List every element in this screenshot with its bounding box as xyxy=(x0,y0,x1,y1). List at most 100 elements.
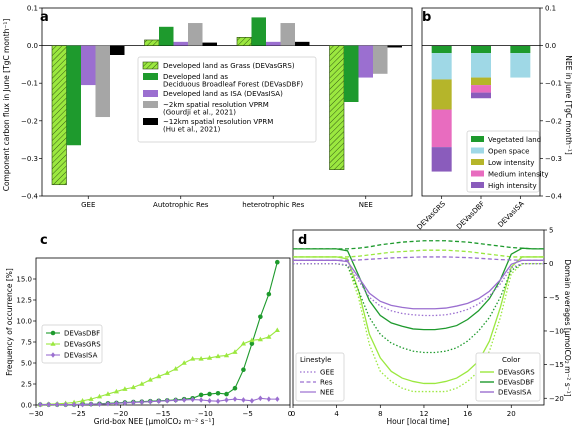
panel-d-series-line xyxy=(293,240,544,250)
panel-a-ytick-label: −0.3 xyxy=(21,155,38,163)
panel-a-legend: Developed land as Grass (DEVasGRS) Develo… xyxy=(137,56,317,143)
panel-b-legend-label: Vegetated land xyxy=(488,136,541,144)
panel-d-ytick-label: −20 xyxy=(549,395,564,403)
panel-b-letter: b xyxy=(422,10,431,25)
panel-a-xtick-label: GEE xyxy=(81,201,95,209)
panel-c-point xyxy=(164,370,170,375)
panel-d-series-line xyxy=(293,249,544,258)
panel-d-ytick-label: −10 xyxy=(549,327,564,335)
panel-a-legend-swatch xyxy=(143,90,158,97)
panel-c: Frequency of occurrence [%] Grid-box NEE… xyxy=(5,233,292,426)
panel-c-ytick-label: 12.5 xyxy=(16,297,32,305)
panel-b-bar-segment xyxy=(510,45,531,54)
panel-c-point xyxy=(232,349,238,354)
panel-c-point xyxy=(224,391,229,397)
panel-c-ytick-label: 0.0 xyxy=(21,402,32,410)
panel-a-bar xyxy=(51,45,67,186)
panel-c-point xyxy=(131,399,136,406)
panel-c-point xyxy=(241,367,246,373)
panel-b-ytick-label: 0.0 xyxy=(545,42,556,50)
panel-a-legend-label: Developed land as Grass (DEVasGRS) xyxy=(163,62,295,70)
panel-c-point xyxy=(224,397,229,403)
panel-d-legend: Linestyle GEE Res NEE Color DEVasGRS DEVasDBF D… xyxy=(295,352,541,402)
panel-b-legend-label: Low intensity xyxy=(488,159,534,167)
panel-c-legend-label: DEVasDBF xyxy=(64,330,100,338)
panel-c-point xyxy=(38,401,43,408)
panel-b-legend: Vegetated land Open space Low intensity Med… xyxy=(466,130,549,193)
panel-c-point xyxy=(274,327,280,333)
panel-b-plot: −0.4 −0.3 −0.2 −0.1 0.0 0.1 DEVasGRS DEVasDBF DE… xyxy=(415,5,562,232)
panel-c-point xyxy=(63,401,68,408)
panel-c-ylabel: Frequency of occurrence [%] xyxy=(5,268,14,376)
panel-d-series-line xyxy=(293,263,544,354)
panel-c-ytick-label: 5.0 xyxy=(21,360,32,368)
panel-a-legend-swatch xyxy=(143,101,158,108)
panel-c-legend-label: DEVasGRS xyxy=(64,341,101,349)
panel-c-point xyxy=(139,381,145,386)
panel-d: Domain averages [μmolCO₂ m⁻² s⁻¹] Hour [… xyxy=(291,227,572,427)
panel-d-color-legend-title: Color xyxy=(502,356,520,364)
panel-c-point xyxy=(114,400,119,407)
panel-a-xtick-label: NEE xyxy=(359,201,373,209)
panel-a-legend-swatch xyxy=(143,118,158,125)
panel-a-bar xyxy=(81,45,96,86)
panel-a-bar xyxy=(344,45,359,102)
panel-c-xtick-label: 0 xyxy=(288,410,292,418)
panel-d-ytick-label: −15 xyxy=(549,361,564,369)
panel-a: Component carbon flux in June [TgC month… xyxy=(2,5,413,209)
panel-d-ytick-label: −5 xyxy=(549,294,559,302)
panel-c-point xyxy=(122,400,128,406)
panel-c-point xyxy=(139,399,145,405)
panel-d-xtick-label: 4 xyxy=(334,410,339,418)
panel-c-point xyxy=(258,395,263,402)
panel-b-xtick-label: DEVasISA xyxy=(496,200,525,229)
panel-b-bar-segment xyxy=(431,79,452,110)
panel-b-legend-label: Medium intensity xyxy=(488,171,549,179)
panel-b-bar-segment xyxy=(431,109,452,148)
panel-c-xtick-label: −25 xyxy=(71,410,86,418)
panel-c-legend-marker xyxy=(50,330,56,336)
panel-b-bar-segment xyxy=(471,45,491,54)
panel-c-point xyxy=(148,398,153,405)
panel-c-point xyxy=(207,391,212,397)
panel-c-point xyxy=(173,366,179,371)
panel-a-legend-label: Developed land as ISA (DEVasISA) xyxy=(163,90,283,98)
panel-c-point xyxy=(258,314,263,320)
panel-a-xtick-label: heterotrophic Res xyxy=(242,201,304,209)
panel-d-linestyle-legend-label: GEE xyxy=(320,369,334,377)
panel-a-frame xyxy=(41,7,413,197)
panel-c-xtick-label: −5 xyxy=(243,410,253,418)
panel-a-legend-swatch xyxy=(142,61,159,70)
panel-d-linestyle-legend-label: Res xyxy=(320,379,333,387)
panel-d-plot: 0 4 8 12 16 20 −20 −15 −10 −5 0 5 xyxy=(291,227,564,419)
panel-c-point xyxy=(223,352,230,358)
panel-b-legend-swatch xyxy=(471,147,484,154)
panel-a-bar xyxy=(95,45,110,118)
panel-a-letter: a xyxy=(40,10,49,25)
panel-d-xtick-label: 12 xyxy=(419,410,428,418)
panel-d-xlabel: Hour [local time] xyxy=(386,417,449,426)
panel-c-xtick-label: −15 xyxy=(156,410,171,418)
panel-b-legend-swatch xyxy=(471,136,484,142)
panel-c-point xyxy=(190,356,196,361)
panel-b-ylabel: NEE in June [TgC month⁻¹] xyxy=(564,55,573,155)
panel-c-point xyxy=(79,398,86,403)
panel-a-legend-label: Developed land as xyxy=(163,73,228,81)
panel-c-point xyxy=(198,356,204,361)
panel-d-series-line xyxy=(293,259,544,310)
panel-c-point xyxy=(181,360,187,365)
panel-c-legend-box xyxy=(41,324,103,364)
panel-b-xtick-label: DEVasDBF xyxy=(455,200,486,231)
panel-b-legend-label: High intensity xyxy=(488,182,537,190)
panel-c-point xyxy=(232,385,238,391)
panel-c-letter: c xyxy=(40,233,48,248)
panel-b-xtick-label: DEVasGRS xyxy=(415,199,447,231)
panel-a-bar xyxy=(202,42,217,46)
panel-d-frame xyxy=(292,229,545,406)
panel-c-point xyxy=(156,398,161,405)
panel-c-point xyxy=(275,396,280,402)
panel-d-color-legend-label: DEVasISA xyxy=(498,389,532,397)
panel-c-xlabel: Grid-box NEE [μmolCO₂ m⁻² s⁻¹] xyxy=(94,417,215,426)
panel-c-point xyxy=(266,396,272,402)
